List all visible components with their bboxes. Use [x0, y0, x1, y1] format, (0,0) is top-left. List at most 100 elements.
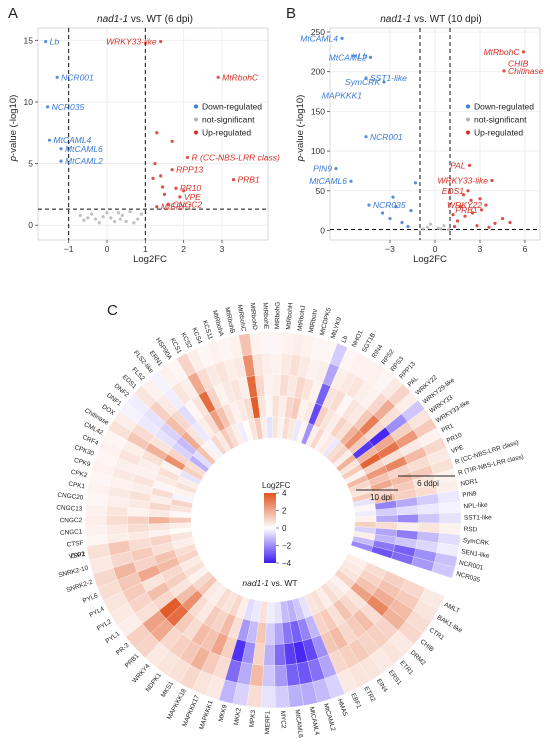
panel-a-ylabel: p-value (-log10) — [8, 95, 19, 163]
heatmap-cell — [430, 457, 454, 475]
gene-annotation: CNGC2 — [172, 199, 202, 209]
heatmap-cell — [359, 655, 383, 682]
heatmap-cell — [186, 348, 206, 373]
data-point — [109, 216, 113, 220]
gene-annotation: NCR001 — [61, 72, 94, 82]
gene-label-bottom: PYL4 — [88, 605, 105, 619]
data-point — [105, 211, 109, 215]
gene-label-bottom: MtCAML4 — [308, 706, 321, 736]
heatmap-cell — [413, 417, 437, 439]
gene-label-bottom: MAPKKK1 — [198, 699, 215, 730]
gene-annotation: PAL — [450, 160, 466, 170]
panel-b-title-rest: vs. WT (10 dpi) — [411, 14, 481, 25]
heatmap-cell — [397, 513, 419, 523]
colorbar-title: Log2FC — [262, 481, 291, 490]
heatmap-cell — [86, 481, 110, 496]
x-tick-label: 2 — [181, 244, 186, 254]
panel-a-ylabel-rest: -value (-log10) — [8, 95, 19, 156]
gene-label-bottom: NDPK1 — [145, 672, 164, 694]
heatmap-cell — [176, 353, 197, 378]
gene-label-top: MtRbohE — [261, 302, 269, 329]
gene-annotation: MAPKKK1 — [322, 90, 362, 100]
data-point — [463, 214, 467, 218]
gene-label-top: CNGC1 — [60, 528, 83, 536]
gene-label-top: CNGC2 — [60, 517, 83, 524]
heatmap-cell — [92, 567, 118, 588]
y-tick-label: 15 — [24, 35, 34, 45]
heatmap-cell — [310, 336, 327, 361]
data-point — [101, 214, 105, 219]
heatmap-cell — [389, 630, 415, 655]
heatmap-cell — [274, 664, 288, 687]
heatmap-cell — [300, 681, 318, 706]
gene-annotation: NCR001 — [370, 132, 403, 142]
heatmap-cell — [167, 657, 191, 684]
data-point — [159, 39, 163, 44]
heatmap-cell — [113, 410, 138, 432]
gene-label-top: CNGC20 — [57, 492, 84, 502]
heatmap-cell — [394, 391, 419, 414]
data-point — [124, 219, 128, 224]
heatmap-cell — [435, 479, 459, 494]
data-point — [406, 224, 410, 229]
data-point — [446, 228, 451, 232]
data-point — [59, 159, 63, 163]
heatmap-cell — [266, 601, 275, 624]
legend-marker — [466, 104, 470, 109]
heatmap-cell — [291, 333, 306, 356]
gene-label-top: MtRbohC — [236, 304, 247, 332]
y-tick-label: 200 — [311, 67, 325, 77]
x-tick-label: 1 — [143, 244, 148, 254]
gene-label-bottom: MtCAML2 — [322, 703, 337, 733]
data-point — [349, 179, 353, 183]
data-point — [382, 80, 386, 84]
colorbar-legend: Log2FC 4 2 0 −2 −4 — [262, 481, 292, 568]
gene-annotation: MtCAML2 — [65, 156, 103, 166]
data-point — [478, 197, 482, 201]
volcano-plot-10dpi: B nad1-1 vs. WT (10 dpi) p-value (-log10… — [286, 5, 544, 265]
data-point — [469, 198, 473, 202]
heatmap-cell — [84, 525, 108, 538]
gene-label-top: NPL-like — [463, 502, 488, 511]
gene-annotation: MtCAML6 — [309, 176, 347, 186]
panel-b-title-gene: nad1-1 — [380, 14, 411, 25]
data-point — [409, 209, 413, 213]
gene-annotation: CHIB — [508, 59, 529, 69]
gene-label-bottom: PYL6 — [82, 592, 100, 605]
gene-label-bottom: DRM2 — [409, 649, 427, 667]
gene-annotation: WRKY22 — [447, 200, 482, 210]
y-tick-label: 0 — [320, 225, 325, 235]
gene-label-bottom: EBF1 — [349, 692, 362, 710]
heatmap-cell — [418, 513, 440, 524]
data-point — [479, 208, 484, 212]
track-label-6dpi: 6 ddpi — [417, 479, 439, 488]
heatmap-cell — [192, 670, 214, 696]
data-point — [425, 225, 430, 229]
colorbar-gradient — [264, 493, 276, 563]
heatmap-cell — [107, 420, 132, 441]
heatmap-cell — [246, 685, 263, 708]
heatmap-cell — [301, 334, 316, 358]
heatmap-cell — [218, 679, 238, 704]
heatmap-cell — [336, 668, 359, 694]
gene-label-bottom: MKK9 — [218, 704, 229, 723]
gene-annotation: PR10 — [180, 183, 202, 193]
gene-label-bottom: CHIB — [419, 638, 435, 653]
gene-annotation: WRKY33-like — [106, 37, 157, 47]
legend-entry: Up-regulated — [474, 127, 523, 137]
data-point — [151, 176, 155, 180]
volcano-plot-6dpi: A nad1-1 vs. WT (6 dpi) p-value (-log10)… — [8, 5, 280, 265]
gene-label-top: CNGC13 — [56, 504, 83, 512]
heatmap-cell — [260, 331, 272, 354]
colorbar-tick-label: −4 — [282, 559, 292, 568]
gene-label-bottom: MtCAML6 — [293, 709, 304, 739]
data-point — [166, 202, 170, 206]
panel-a-letter: A — [8, 5, 18, 22]
colorbar-tick-label: 2 — [282, 507, 287, 516]
legend-marker — [194, 117, 198, 122]
data-point — [380, 211, 385, 215]
data-point — [93, 217, 98, 221]
heatmap-cell — [274, 686, 290, 709]
data-point — [502, 69, 506, 73]
gene-label-top: NCR035 — [455, 570, 481, 584]
